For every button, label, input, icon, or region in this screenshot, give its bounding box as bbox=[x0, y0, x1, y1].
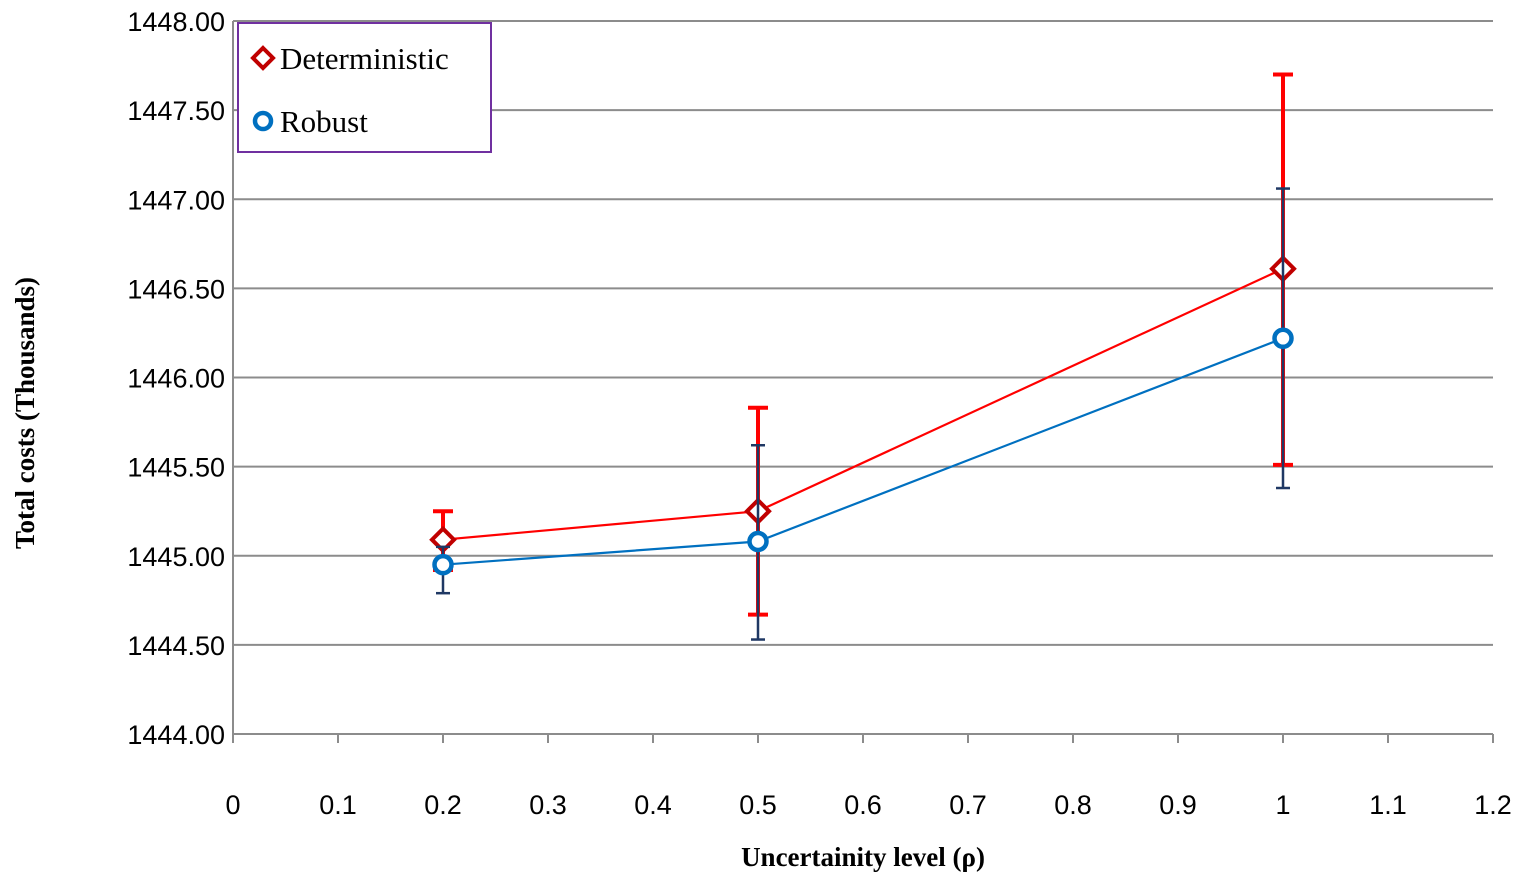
x-tick-label: 1.1 bbox=[1369, 790, 1407, 820]
x-tick-label: 0.1 bbox=[319, 790, 357, 820]
y-axis-title: Total costs (Thousands) bbox=[10, 277, 40, 549]
series-line bbox=[442, 267, 1284, 541]
x-tick-label: 0 bbox=[225, 790, 240, 820]
x-tick-label: 0.6 bbox=[844, 790, 882, 820]
series-layer bbox=[429, 72, 1297, 641]
data-point-circle bbox=[747, 530, 769, 553]
data-point-circle bbox=[1272, 327, 1294, 350]
legend-label: Robust bbox=[280, 104, 368, 139]
axes: 1444.00 1444.50 1445.00 1445.50 1446.00 1446.… bbox=[127, 7, 1511, 820]
x-tick-label: 1.2 bbox=[1474, 790, 1512, 820]
y-tick-label: 1447.00 bbox=[127, 185, 225, 215]
x-tick-label: 0.4 bbox=[634, 790, 672, 820]
y-tick-label: 1446.50 bbox=[127, 274, 225, 304]
x-tick-label: 0.2 bbox=[424, 790, 462, 820]
series-line bbox=[442, 337, 1284, 566]
x-tick-label: 0.5 bbox=[739, 790, 777, 820]
y-tick-label: 1447.50 bbox=[127, 96, 225, 126]
series-deterministic bbox=[429, 72, 1297, 617]
x-tick-label: 1 bbox=[1275, 790, 1290, 820]
x-tick-label: 0.7 bbox=[949, 790, 987, 820]
x-tick-label: 0.8 bbox=[1054, 790, 1092, 820]
series-robust bbox=[432, 187, 1294, 641]
y-tick-label: 1444.50 bbox=[127, 631, 225, 661]
y-tick-label: 1448.00 bbox=[127, 7, 225, 37]
legend-box bbox=[237, 22, 492, 153]
y-tick-label: 1446.00 bbox=[127, 364, 225, 394]
y-tick-label: 1445.00 bbox=[127, 542, 225, 572]
x-axis-title: Uncertainity level (ρ) bbox=[741, 842, 985, 872]
legend-diamond-icon bbox=[250, 45, 276, 71]
legend: Deterministic Robust bbox=[237, 22, 492, 153]
x-tick-label: 0.3 bbox=[529, 790, 567, 820]
legend-circle-icon bbox=[252, 110, 274, 132]
y-tick-label: 1444.00 bbox=[127, 720, 225, 750]
y-tick-label: 1445.50 bbox=[127, 453, 225, 483]
x-tick-label: 0.9 bbox=[1159, 790, 1197, 820]
data-point-circle bbox=[432, 553, 454, 576]
legend-label: Deterministic bbox=[280, 41, 449, 76]
